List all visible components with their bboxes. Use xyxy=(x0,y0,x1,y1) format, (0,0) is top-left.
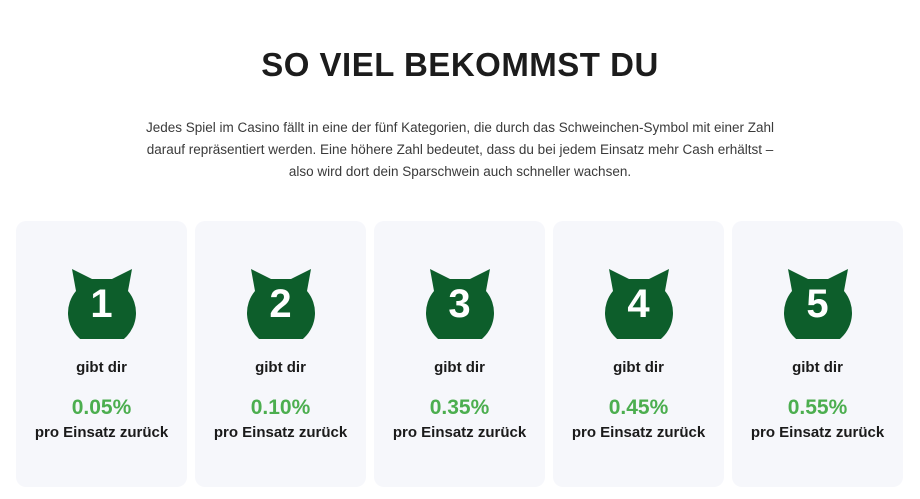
cashback-percent: 0.55% xyxy=(787,396,848,419)
card-label: gibt dir xyxy=(76,359,127,376)
category-cards: 1 gibt dir 0.05% pro Einsatz zurück 2 gi… xyxy=(16,221,903,487)
card-suffix: pro Einsatz zurück xyxy=(750,424,885,441)
card-suffix: pro Einsatz zurück xyxy=(213,424,348,441)
category-card-2: 2 gibt dir 0.10% pro Einsatz zurück xyxy=(195,221,366,487)
intro-text: Jedes Spiel im Casino fällt in eine der … xyxy=(145,120,775,179)
cashback-percent: 0.45% xyxy=(608,396,669,419)
cashback-percent: 0.05% xyxy=(71,396,132,419)
card-label: gibt dir xyxy=(792,359,843,376)
category-number: 3 xyxy=(448,282,471,326)
category-number: 2 xyxy=(269,282,292,326)
category-card-1: 1 gibt dir 0.05% pro Einsatz zurück xyxy=(16,221,187,487)
category-number: 4 xyxy=(627,282,650,326)
card-label: gibt dir xyxy=(434,359,485,376)
card-label: gibt dir xyxy=(255,359,306,376)
category-card-5: 5 gibt dir 0.55% pro Einsatz zurück xyxy=(732,221,903,487)
cashback-percent: 0.10% xyxy=(250,396,311,419)
pig-icon: 2 xyxy=(245,265,317,339)
category-number: 1 xyxy=(90,282,113,326)
cashback-percent: 0.35% xyxy=(429,396,490,419)
category-card-3: 3 gibt dir 0.35% pro Einsatz zurück xyxy=(374,221,545,487)
pig-icon: 5 xyxy=(782,265,854,339)
card-suffix: pro Einsatz zurück xyxy=(392,424,527,441)
pig-icon: 3 xyxy=(424,265,496,339)
page-title: SO VIEL BEKOMMST DU xyxy=(261,46,659,83)
category-card-4: 4 gibt dir 0.45% pro Einsatz zurück xyxy=(553,221,724,487)
card-label: gibt dir xyxy=(613,359,664,376)
card-suffix: pro Einsatz zurück xyxy=(34,424,169,441)
pig-icon: 1 xyxy=(66,265,138,339)
pig-icon: 4 xyxy=(603,265,675,339)
card-suffix: pro Einsatz zurück xyxy=(571,424,706,441)
category-number: 5 xyxy=(806,282,829,326)
